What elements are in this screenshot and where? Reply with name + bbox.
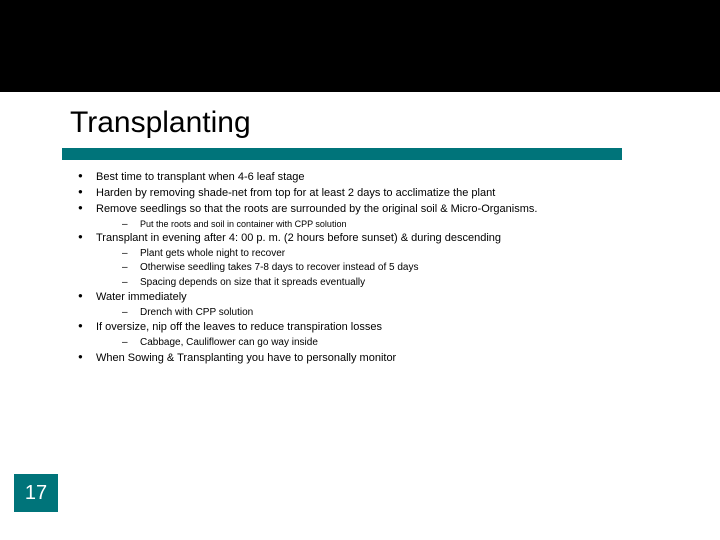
sub-list-item: Cabbage, Cauliflower can go way inside [122,336,680,350]
sub-list-item-text: Otherwise seedling takes 7-8 days to rec… [140,262,418,273]
bullet-list: Best time to transplant when 4-6 leaf st… [78,170,680,366]
content-area: Best time to transplant when 4-6 leaf st… [0,160,720,366]
sub-list-item-text: Spacing depends on size that it spreads … [140,277,365,288]
sub-list-item: Spacing depends on size that it spreads … [122,276,680,290]
top-black-band [0,0,720,92]
list-item-text: If oversize, nip off the leaves to reduc… [96,321,382,333]
page-number-box: 17 [14,474,58,512]
list-item: When Sowing & Transplanting you have to … [78,351,680,366]
sub-list-item-text: Cabbage, Cauliflower can go way inside [140,337,318,348]
sub-list: Put the roots and soil in container with… [96,218,680,230]
list-item: Transplant in evening after 4: 00 p. m. … [78,231,680,289]
list-item: If oversize, nip off the leaves to reduc… [78,320,680,349]
sub-list: Cabbage, Cauliflower can go way inside [96,336,680,350]
list-item-text: Best time to transplant when 4-6 leaf st… [96,171,305,183]
title-underline-bar [62,148,622,160]
list-item: Best time to transplant when 4-6 leaf st… [78,170,680,185]
sub-list-item-text: Drench with CPP solution [140,307,253,318]
slide-title: Transplanting [70,106,720,140]
list-item-text: Remove seedlings so that the roots are s… [96,203,537,215]
list-item: Water immediately Drench with CPP soluti… [78,290,680,319]
list-item-text: When Sowing & Transplanting you have to … [96,352,396,364]
sub-list-item: Otherwise seedling takes 7-8 days to rec… [122,261,680,275]
list-item-text: Water immediately [96,291,187,303]
sub-list-item: Put the roots and soil in container with… [122,218,680,230]
sub-list: Drench with CPP solution [96,306,680,320]
list-item-text: Transplant in evening after 4: 00 p. m. … [96,232,501,244]
sub-list-item-text: Put the roots and soil in container with… [140,219,346,229]
list-item: Harden by removing shade-net from top fo… [78,186,680,201]
sub-list-item: Drench with CPP solution [122,306,680,320]
list-item: Remove seedlings so that the roots are s… [78,202,680,230]
title-area: Transplanting [0,98,720,146]
sub-list-item: Plant gets whole night to recover [122,247,680,261]
sub-list-item-text: Plant gets whole night to recover [140,248,285,259]
sub-list: Plant gets whole night to recover Otherw… [96,247,680,290]
page-number: 17 [25,482,47,505]
list-item-text: Harden by removing shade-net from top fo… [96,187,495,199]
